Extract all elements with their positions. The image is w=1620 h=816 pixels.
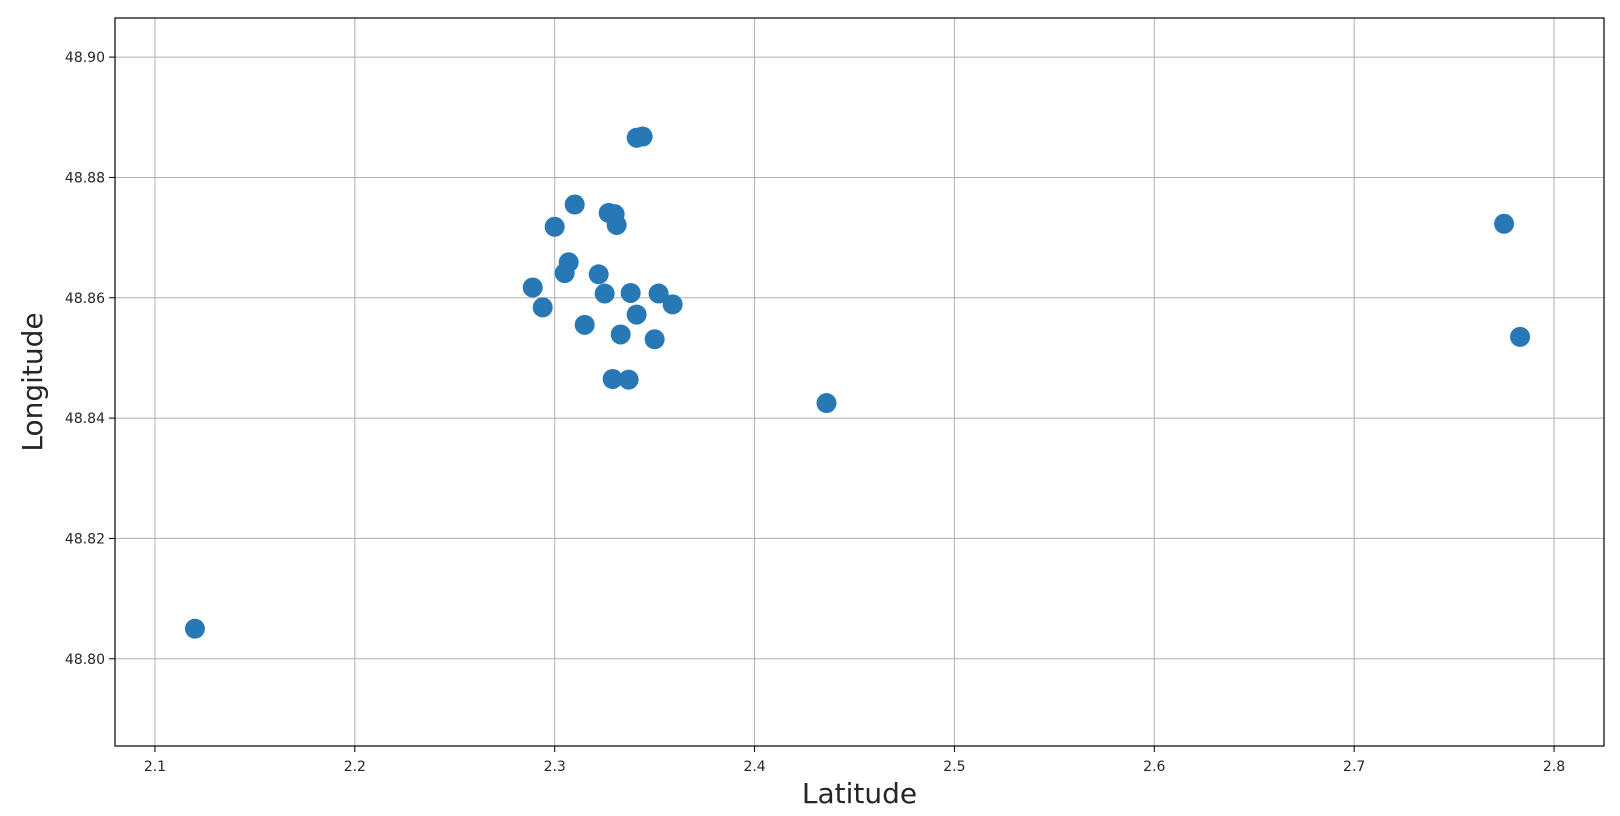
- x-axis-ticks: 2.1 2.2 2.3 2.4 2.5 2.6 2.7 2.8: [144, 746, 1565, 775]
- data-point: [602, 368, 623, 389]
- data-point: [644, 329, 665, 350]
- data-point: [662, 294, 683, 315]
- y-tick-label: 48.88: [65, 170, 105, 186]
- data-point: [610, 324, 631, 345]
- data-point: [588, 264, 609, 285]
- x-tick-label: 2.3: [544, 759, 566, 775]
- data-points: [184, 126, 1531, 639]
- x-tick-label: 2.7: [1343, 759, 1365, 775]
- data-point: [1510, 326, 1531, 347]
- x-axis-label: Latitude: [802, 777, 917, 810]
- y-tick-label: 48.86: [65, 291, 105, 307]
- data-point: [574, 314, 595, 335]
- data-point: [626, 304, 647, 325]
- data-point: [632, 126, 653, 147]
- data-point: [544, 216, 565, 237]
- data-point: [184, 618, 205, 639]
- data-point: [620, 282, 641, 303]
- data-point: [816, 393, 837, 414]
- x-tick-label: 2.5: [943, 759, 965, 775]
- y-tick-label: 48.90: [65, 50, 105, 66]
- x-tick-label: 2.1: [144, 759, 166, 775]
- y-axis-label: Longitude: [16, 312, 49, 451]
- y-axis-ticks: 48.80 48.82 48.84 48.86 48.88 48.90: [65, 50, 115, 668]
- y-tick-label: 48.82: [65, 531, 105, 547]
- data-point: [558, 252, 579, 273]
- data-point: [564, 194, 585, 215]
- x-tick-label: 2.6: [1143, 759, 1165, 775]
- data-point: [1494, 213, 1515, 234]
- grid: [115, 18, 1604, 746]
- data-point: [606, 214, 627, 235]
- y-tick-label: 48.84: [65, 411, 105, 427]
- x-tick-label: 2.4: [743, 759, 765, 775]
- x-tick-label: 2.8: [1543, 759, 1565, 775]
- y-tick-label: 48.80: [65, 652, 105, 668]
- data-point: [532, 297, 553, 318]
- data-point: [594, 283, 615, 304]
- plot-frame: [114, 17, 1605, 747]
- data-point: [648, 283, 669, 304]
- x-tick-label: 2.2: [344, 759, 366, 775]
- data-point: [522, 277, 543, 298]
- data-point: [618, 369, 639, 390]
